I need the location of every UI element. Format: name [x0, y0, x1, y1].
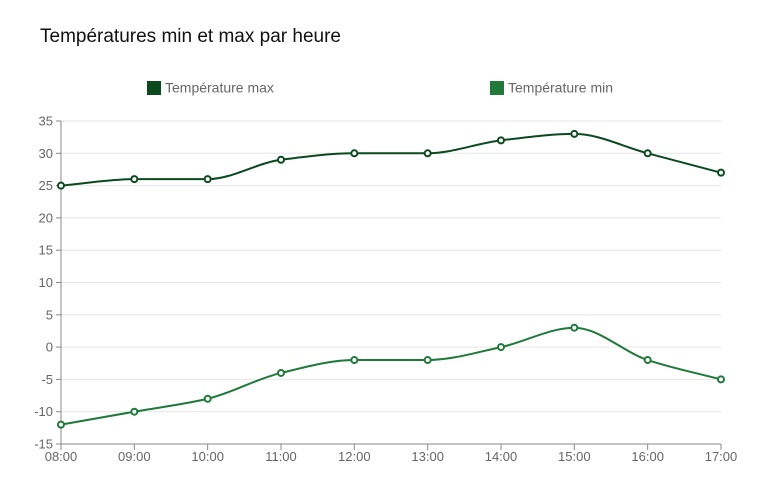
y-tick-label: 25: [39, 178, 53, 193]
x-tick-label: 16:00: [631, 449, 664, 464]
data-point: [130, 407, 139, 416]
x-tick-label: 14:00: [485, 449, 518, 464]
y-tick-label: 15: [39, 243, 53, 258]
y-tick-label: 5: [46, 307, 53, 322]
data-point: [423, 356, 432, 365]
data-point: [57, 420, 65, 429]
x-tick-label: 11:00: [265, 449, 297, 464]
chart-title: Températures min et max par heure: [40, 26, 341, 47]
y-axis-ticks: 35 30 25 20 15 10 5 0 -5 -10 -15: [34, 114, 61, 452]
data-point: [277, 368, 285, 377]
legend-swatch: [490, 81, 504, 95]
grid-lines: [61, 120, 721, 445]
y-tick-label: 30: [39, 146, 53, 161]
x-tick-label: 09:00: [118, 449, 151, 464]
data-point: [643, 356, 652, 365]
legend: Température max Température min: [147, 80, 613, 96]
data-point: [277, 155, 285, 164]
data-point: [203, 394, 212, 403]
data-point: [570, 129, 579, 138]
y-tick-label: 35: [39, 114, 53, 129]
legend-label: Température max: [165, 80, 274, 96]
x-tick-label: 08:00: [45, 449, 78, 464]
data-point: [130, 175, 139, 184]
y-tick-label: -10: [34, 404, 53, 419]
x-tick-label: 10:00: [191, 449, 224, 464]
x-tick-label: 12:00: [338, 449, 371, 464]
data-point: [497, 343, 505, 352]
series-line: [60, 132, 722, 187]
data-point: [717, 168, 725, 177]
series-layer: [57, 129, 725, 429]
legend-swatch: [147, 81, 161, 95]
data-point: [570, 323, 579, 332]
data-point: [350, 356, 359, 365]
x-axis-ticks: 08:00 09:00 10:00 11:00 12:00 13:00 14:00 15:00…: [45, 444, 738, 464]
data-point: [57, 181, 65, 190]
data-point: [350, 149, 359, 158]
y-tick-label: -5: [41, 372, 53, 387]
y-tick-label: 10: [39, 275, 53, 290]
legend-item: Température min: [490, 80, 613, 96]
x-tick-label: 13:00: [411, 449, 444, 464]
data-point: [643, 149, 652, 158]
x-tick-label: 17:00: [705, 449, 738, 464]
series-max: [57, 129, 725, 190]
data-point: [203, 175, 212, 184]
y-tick-label: 0: [46, 340, 53, 355]
data-point: [423, 149, 432, 158]
series-min: [57, 323, 725, 429]
data-point: [497, 136, 505, 145]
legend-label: Température min: [508, 80, 613, 96]
y-tick-label: -15: [34, 437, 53, 452]
x-tick-label: 15:00: [558, 449, 591, 464]
data-point: [717, 375, 725, 384]
y-tick-label: 20: [39, 210, 53, 225]
legend-item: Température max: [147, 80, 274, 96]
series-line: [60, 326, 722, 426]
